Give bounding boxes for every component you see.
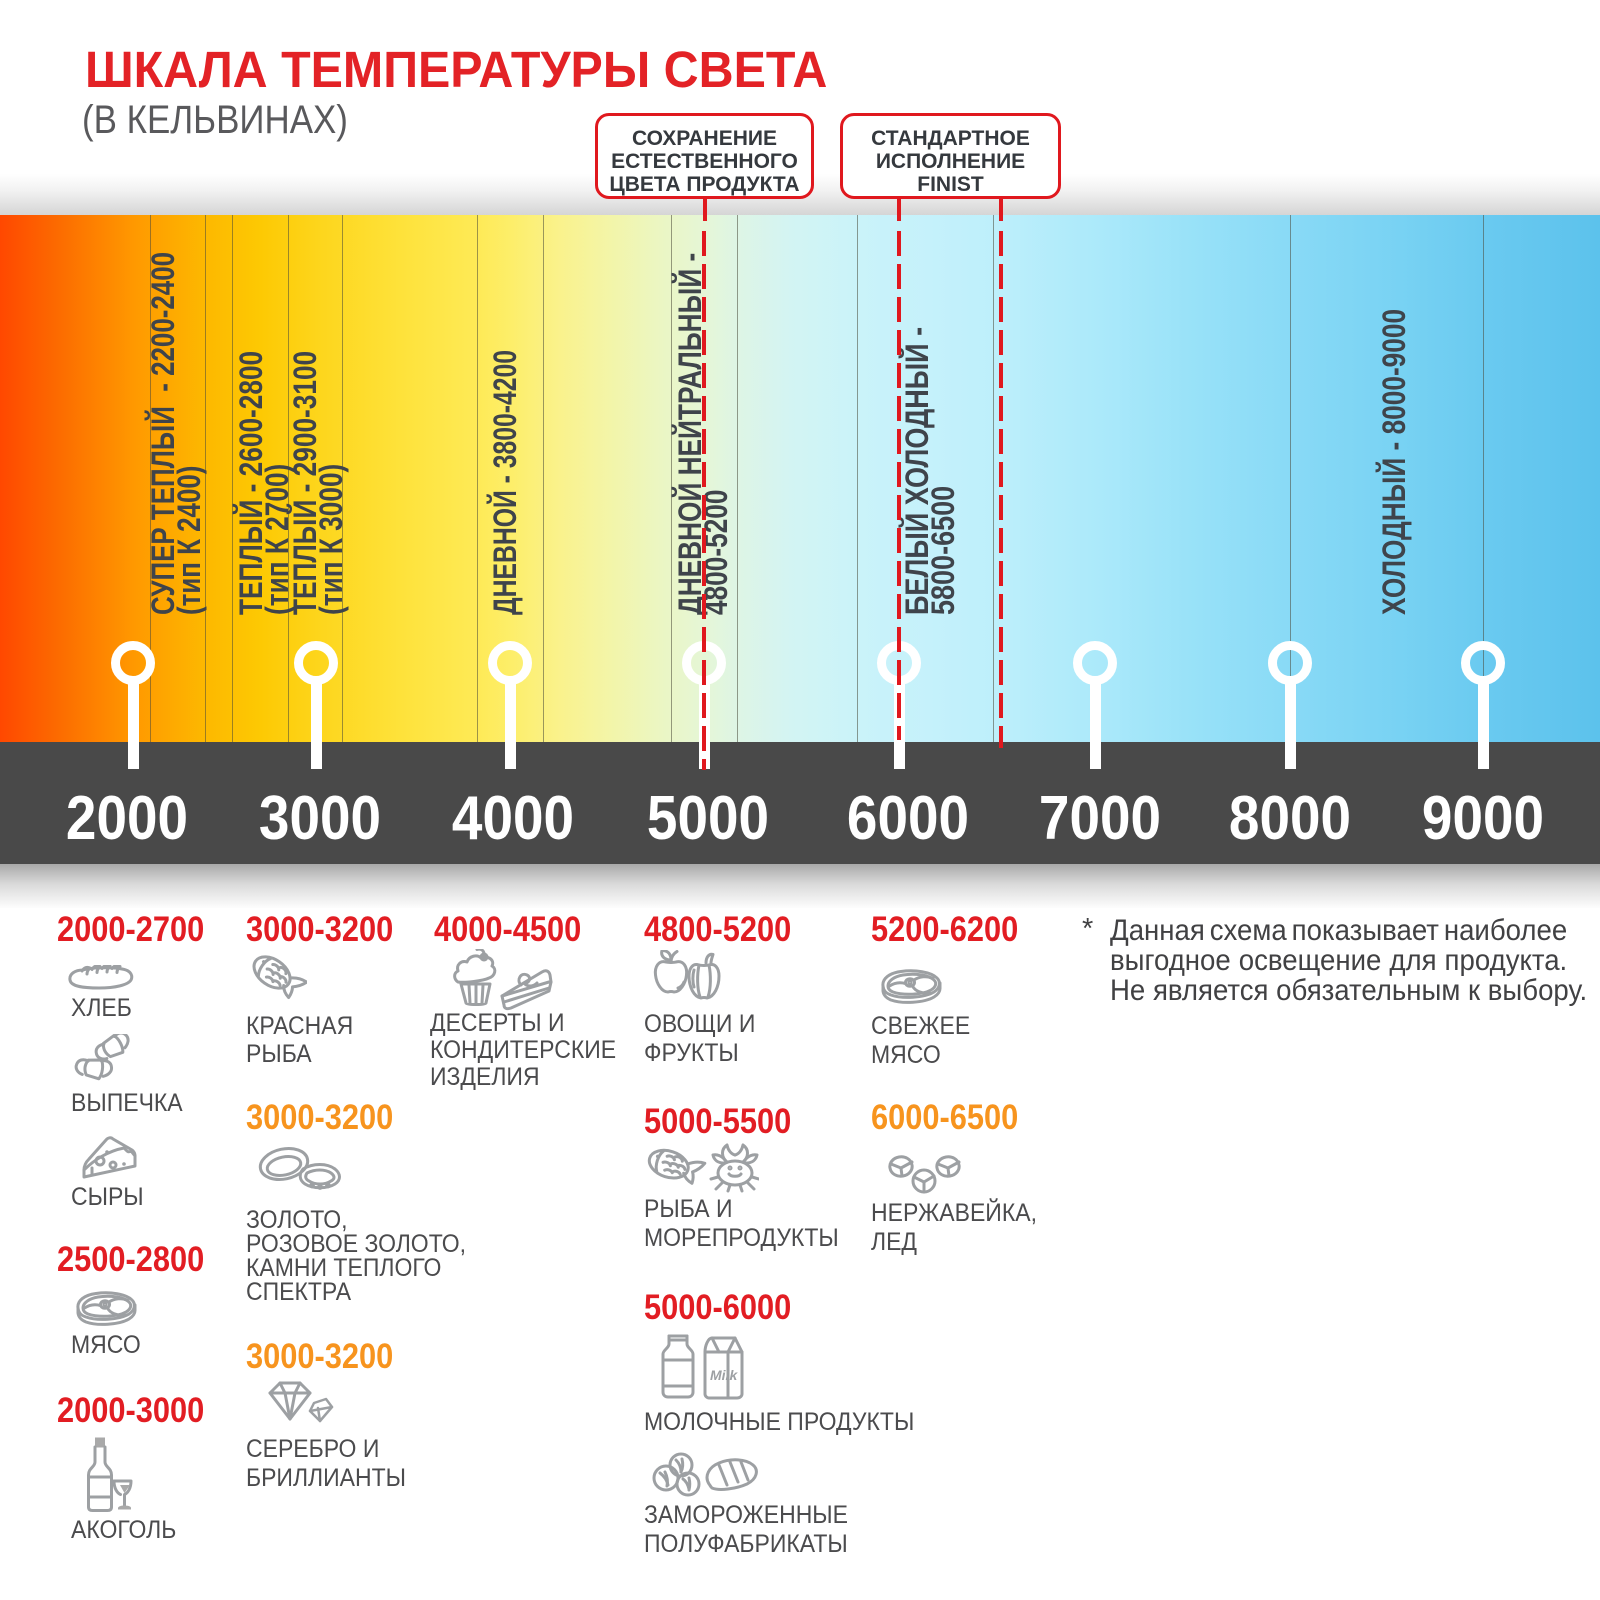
svg-text:Milk: Milk	[710, 1367, 738, 1383]
